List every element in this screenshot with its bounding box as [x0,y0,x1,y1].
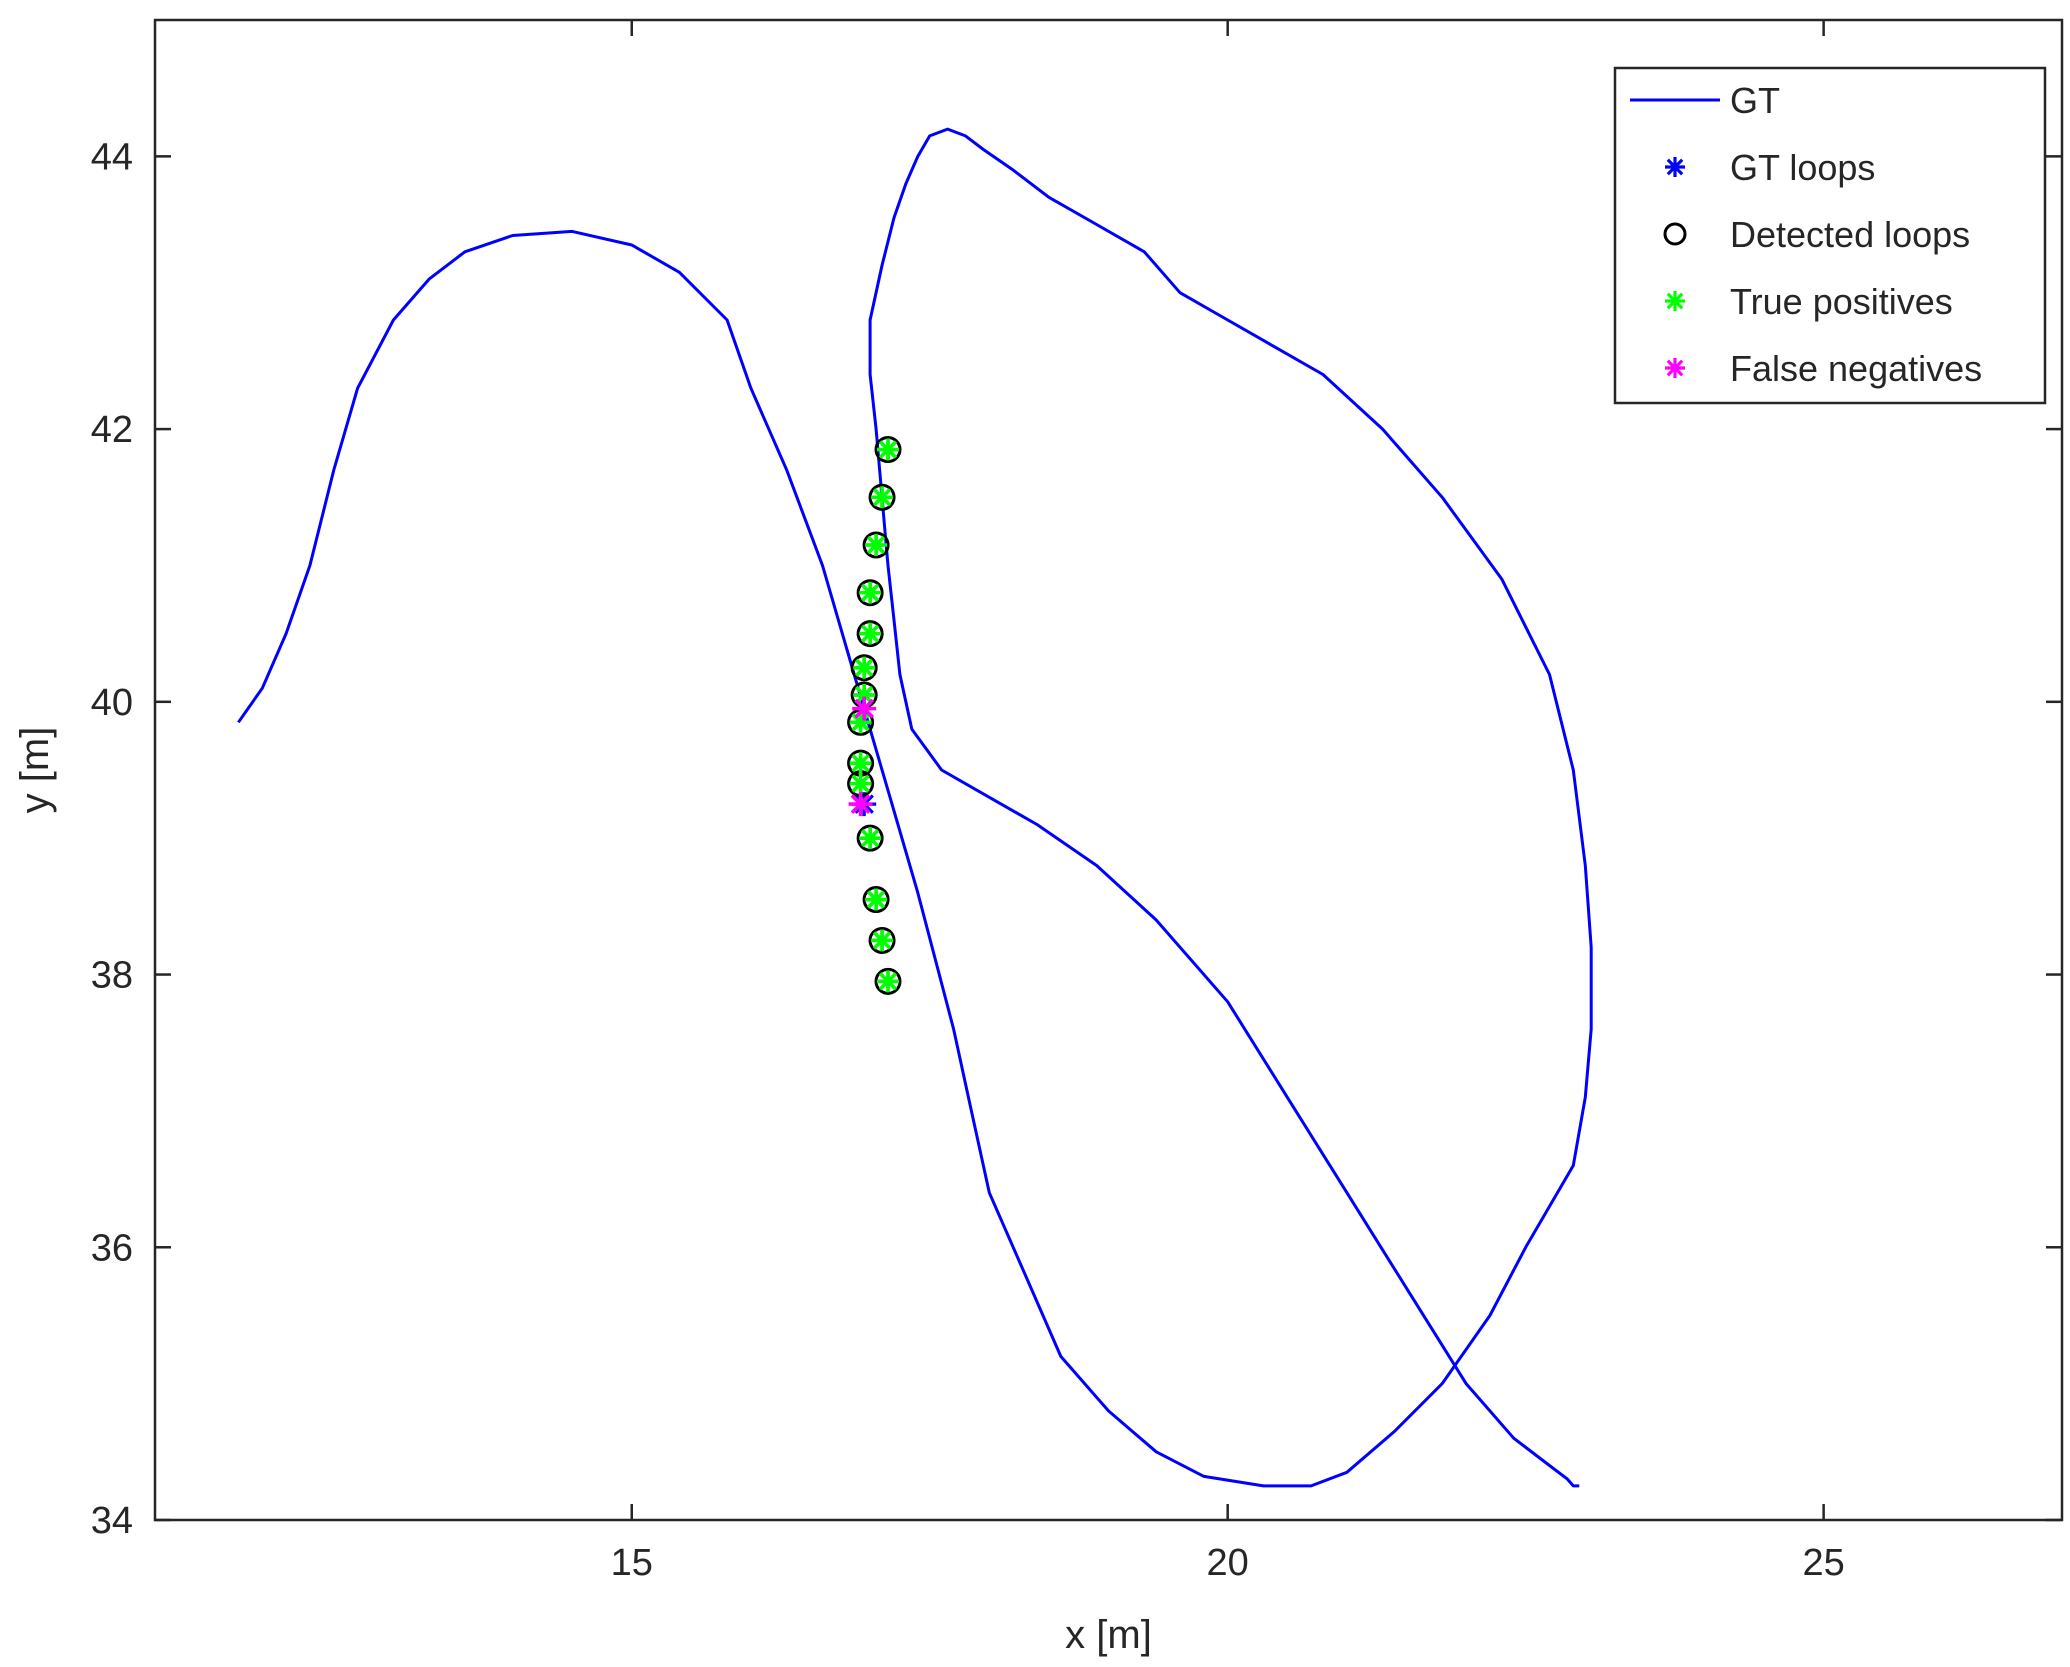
legend-marker [1665,291,1685,311]
true-positive-point [865,888,888,911]
legend-marker [1665,358,1685,378]
true-positive-point [877,970,900,993]
true-positive-point [853,684,876,706]
false-negative-point [852,696,877,721]
ticks-layer: 15 20 25 34 36 38 40 42 44 [91,20,2062,1584]
y-tick-label: 44 [91,136,133,178]
y-tick-label: 38 [91,955,133,997]
detected-loop-point [856,620,884,648]
y-axis-label: y [m] [13,727,57,814]
detected-loop-point [868,926,896,954]
true-positive-point [849,711,872,734]
legend-marker [1663,222,1687,246]
true-positive-point [849,772,872,795]
true-positive-point [871,486,894,509]
true-positive-point [877,438,900,461]
legend-label: False negatives [1730,348,1982,389]
y-tick-label: 36 [91,1227,133,1269]
x-tick-label: 15 [611,1542,653,1584]
marker-series-layer [847,436,902,995]
detected-loop-point [856,579,884,607]
detected-loop-point [856,824,884,852]
false-negative-point [848,792,873,817]
true-positive-point [865,534,888,556]
legend-label: GT loops [1730,147,1875,188]
legend-label: Detected loops [1730,214,1970,255]
true-positive-point [859,827,882,850]
legend-marker [1665,157,1685,177]
true-positive-point [849,752,872,775]
detected-loop-point [874,436,902,464]
detected-loop-point [862,531,890,559]
x-axis-label: x [m] [1065,1613,1152,1657]
gt-trajectory-line [237,127,1593,1488]
y-tick-label: 40 [91,682,133,724]
legend-label: True positives [1730,281,1953,322]
detected-loop-point [874,967,902,995]
legend-box [1613,66,2047,405]
true-positive-point [871,929,894,952]
legend: GT GT loops Detected loops True positives Fa… [1613,66,2047,405]
detected-loop-point [868,483,896,511]
true-positive-point [859,622,882,645]
gt-series-layer [237,127,1593,1488]
true-positive-point [859,581,882,604]
y-tick-label: 42 [91,409,133,451]
x-tick-label: 25 [1802,1542,1844,1584]
legend-label: GT [1730,80,1780,121]
true-positive-point [853,656,876,679]
detected-loop-point [862,886,890,914]
y-tick-label: 34 [91,1500,133,1542]
x-tick-label: 20 [1207,1542,1249,1584]
axes-box [153,18,2064,1522]
detected-loop-point [850,654,878,682]
